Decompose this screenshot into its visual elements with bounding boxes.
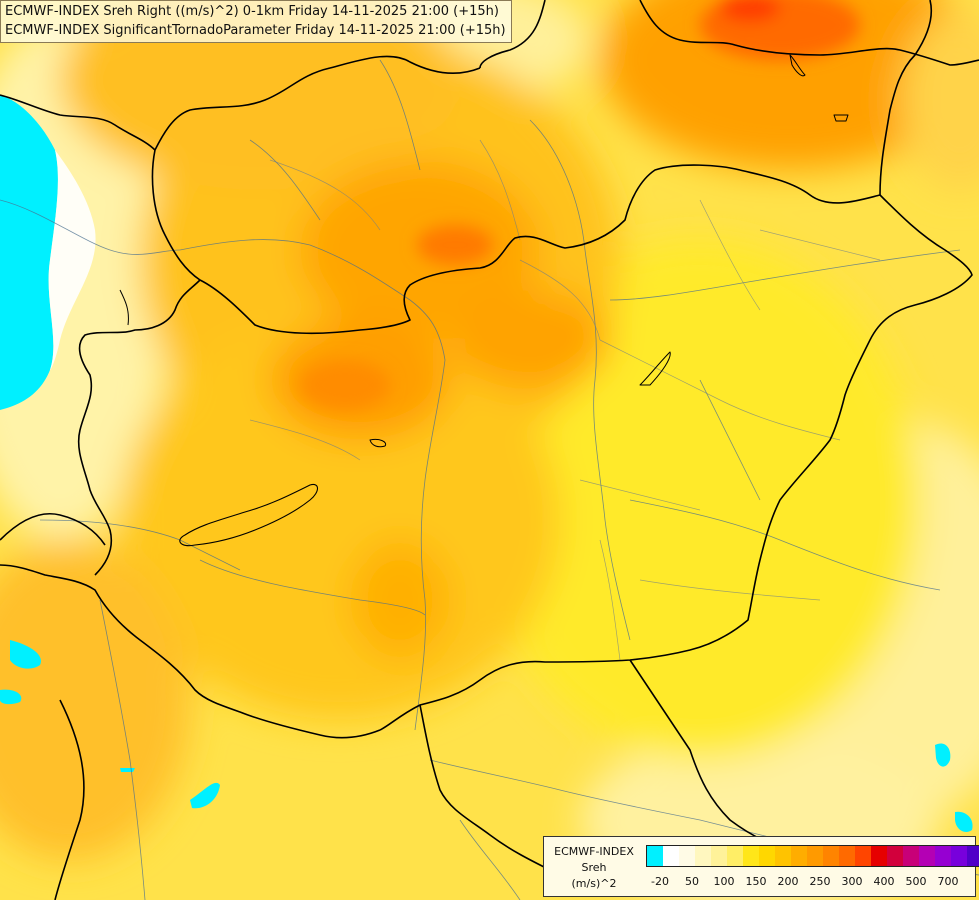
legend-title: ECMWF-INDEX [554, 845, 634, 858]
legend-swatch [887, 846, 903, 866]
legend-tick-label: 700 [937, 875, 959, 888]
legend-unit: (m/s)^2 [571, 877, 617, 890]
legend-swatch [679, 846, 695, 866]
legend-swatch [855, 846, 871, 866]
region-boundaries [249, 139, 881, 661]
legend-swatch [647, 846, 663, 866]
legend-swatch [727, 846, 743, 866]
legend-tick-label: 400 [873, 875, 895, 888]
legend-swatch [935, 846, 951, 866]
legend-tick-label: 200 [777, 875, 799, 888]
legend-swatch [791, 846, 807, 866]
legend-tick-label: 300 [841, 875, 863, 888]
legend-swatch [839, 846, 855, 866]
legend-swatch [695, 846, 711, 866]
legend-tick-label: 50 [685, 875, 699, 888]
legend-swatch [807, 846, 823, 866]
legend-swatch [663, 846, 679, 866]
legend-swatch [951, 846, 967, 866]
legend-swatch [775, 846, 791, 866]
legend-tick-label: 100 [713, 875, 735, 888]
legend-swatch [871, 846, 887, 866]
legend-swatch [967, 846, 979, 866]
map-title-line-2: ECMWF-INDEX SignificantTornadoParameter … [5, 23, 506, 38]
negative-sreh-area [0, 95, 58, 410]
legend-tick-label: 500 [905, 875, 927, 888]
sreh-peaks [300, 0, 860, 410]
legend-tick-label: -20 [651, 875, 669, 888]
color-legend: ECMWF-INDEX Sreh (m/s)^2 -20 50 100 150 200 2… [543, 836, 979, 897]
legend-color-scale [646, 845, 979, 867]
legend-tick-labels: -20 50 100 150 200 250 300 400 500 700 [646, 875, 976, 889]
river-lines [0, 59, 979, 900]
map-title-line-1: ECMWF-INDEX Sreh Right ((m/s)^2) 0-1km F… [5, 4, 499, 19]
legend-swatch [759, 846, 775, 866]
legend-variable: Sreh [581, 861, 607, 874]
legend-swatch [919, 846, 935, 866]
legend-swatch [823, 846, 839, 866]
legend-swatch [743, 846, 759, 866]
legend-swatch [711, 846, 727, 866]
map-title-box: ECMWF-INDEX Sreh Right ((m/s)^2) 0-1km F… [0, 0, 512, 43]
legend-tick-label: 250 [809, 875, 831, 888]
legend-swatch [903, 846, 919, 866]
legend-tick-label: 150 [745, 875, 767, 888]
